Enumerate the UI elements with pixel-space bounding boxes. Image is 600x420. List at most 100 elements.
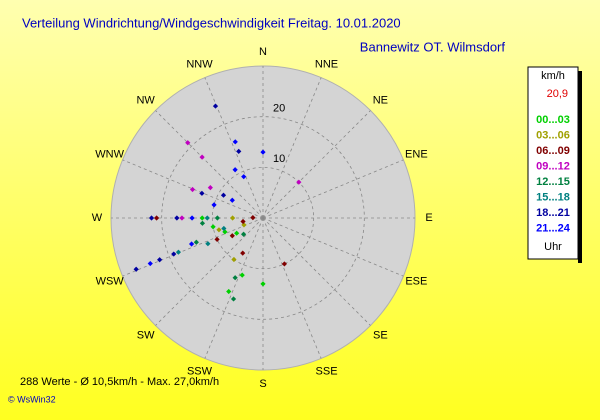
- r-tick-label: 10: [273, 153, 285, 165]
- copyright: © WsWin32: [8, 394, 56, 404]
- direction-label: S: [259, 378, 266, 390]
- data-point: [199, 154, 205, 160]
- data-point: [185, 140, 191, 146]
- spoke: [155, 217, 264, 326]
- data-point: [207, 185, 213, 191]
- data-point: [133, 266, 139, 272]
- legend-entry: 03...06: [536, 129, 570, 141]
- data-point: [188, 241, 195, 247]
- data-point: [240, 231, 247, 237]
- data-point: [214, 215, 220, 221]
- data-point: [231, 256, 237, 263]
- legend-shadow: [578, 71, 582, 263]
- data-point: [205, 241, 211, 247]
- data-point: [175, 249, 182, 255]
- data-point: [189, 215, 195, 221]
- grid-ring: [211, 166, 315, 270]
- legend-footer: Uhr: [544, 241, 562, 253]
- data-point: [241, 174, 247, 180]
- data-point: [157, 257, 163, 263]
- direction-label: WNW: [95, 148, 124, 160]
- data-point: [240, 218, 246, 225]
- spoke: [204, 77, 264, 219]
- direction-label: NNE: [315, 59, 338, 71]
- data-point: [154, 215, 160, 221]
- data-point: [232, 139, 238, 145]
- data-point: [239, 272, 245, 278]
- direction-label: NW: [136, 95, 155, 107]
- data-point: [230, 296, 237, 302]
- spoke: [262, 217, 404, 277]
- data-point: [226, 288, 232, 295]
- chart-title: Verteilung Windrichtung/Windgeschwindigk…: [22, 15, 401, 30]
- direction-label: NNW: [186, 59, 213, 71]
- direction-label: N: [259, 46, 267, 58]
- footer: 288 Werte - Ø 10,5km/h - Max. 27,0km/h: [20, 376, 219, 388]
- legend-entry: 18...21: [536, 207, 570, 219]
- data-point: [204, 215, 210, 221]
- data-point: [221, 225, 227, 232]
- chart-subtitle: Bannewitz OT. Wilmsdorf: [360, 39, 506, 54]
- data-point: [171, 251, 177, 257]
- spoke: [122, 217, 264, 277]
- spoke: [262, 77, 322, 219]
- data-point: [250, 215, 256, 221]
- data-point: [230, 215, 236, 221]
- data-point: [189, 186, 196, 193]
- data-point: [296, 179, 302, 185]
- data-point: [199, 220, 206, 226]
- data-point: [193, 239, 199, 245]
- legend-entry: 06...09: [536, 145, 570, 157]
- direction-label: SSW: [187, 365, 213, 377]
- data-point: [148, 215, 155, 221]
- data-point: [214, 236, 220, 243]
- legend-value: 20,9: [547, 88, 568, 100]
- data-point: [232, 275, 238, 281]
- data-point: [199, 215, 205, 221]
- data-point: [229, 197, 235, 203]
- direction-label: ESE: [405, 275, 427, 287]
- data-point: [229, 233, 235, 239]
- spoke: [204, 217, 264, 359]
- direction-label: NE: [373, 95, 388, 107]
- spoke: [262, 217, 322, 359]
- direction-label: SW: [137, 329, 155, 341]
- data-point: [216, 227, 222, 233]
- direction-label: ENE: [405, 148, 428, 160]
- data-point: [199, 190, 205, 196]
- direction-label: SE: [373, 329, 388, 341]
- legend-title: km/h: [541, 70, 565, 82]
- spoke: [155, 110, 264, 219]
- data-point: [147, 260, 153, 267]
- legend-entry: 00...03: [536, 114, 570, 126]
- grid-ring: [161, 116, 365, 320]
- data-point: [210, 224, 216, 230]
- spoke: [262, 217, 371, 326]
- legend-entry: 12...15: [536, 176, 570, 188]
- data-point: [260, 149, 266, 155]
- direction-label: SSE: [316, 365, 338, 377]
- data-point: [232, 167, 238, 173]
- data-point: [234, 230, 240, 236]
- data-point: [260, 281, 266, 287]
- spoke: [262, 159, 404, 219]
- legend-entry: 09...12: [536, 160, 570, 172]
- legend-entry: 21...24: [536, 222, 571, 234]
- data-point: [236, 148, 242, 154]
- spoke: [122, 159, 264, 219]
- direction-label: WSW: [96, 275, 125, 287]
- data-point: [212, 103, 219, 109]
- data-point: [220, 192, 227, 198]
- data-point: [281, 261, 288, 267]
- spoke: [262, 110, 371, 219]
- r-tick-label: 20: [273, 103, 285, 115]
- direction-label: W: [92, 212, 103, 224]
- legend-entry: 15...18: [536, 191, 570, 203]
- data-point: [240, 250, 246, 256]
- data-point: [211, 202, 217, 208]
- direction-label: E: [425, 212, 432, 224]
- data-point: [174, 215, 180, 221]
- legend-box: [527, 66, 579, 260]
